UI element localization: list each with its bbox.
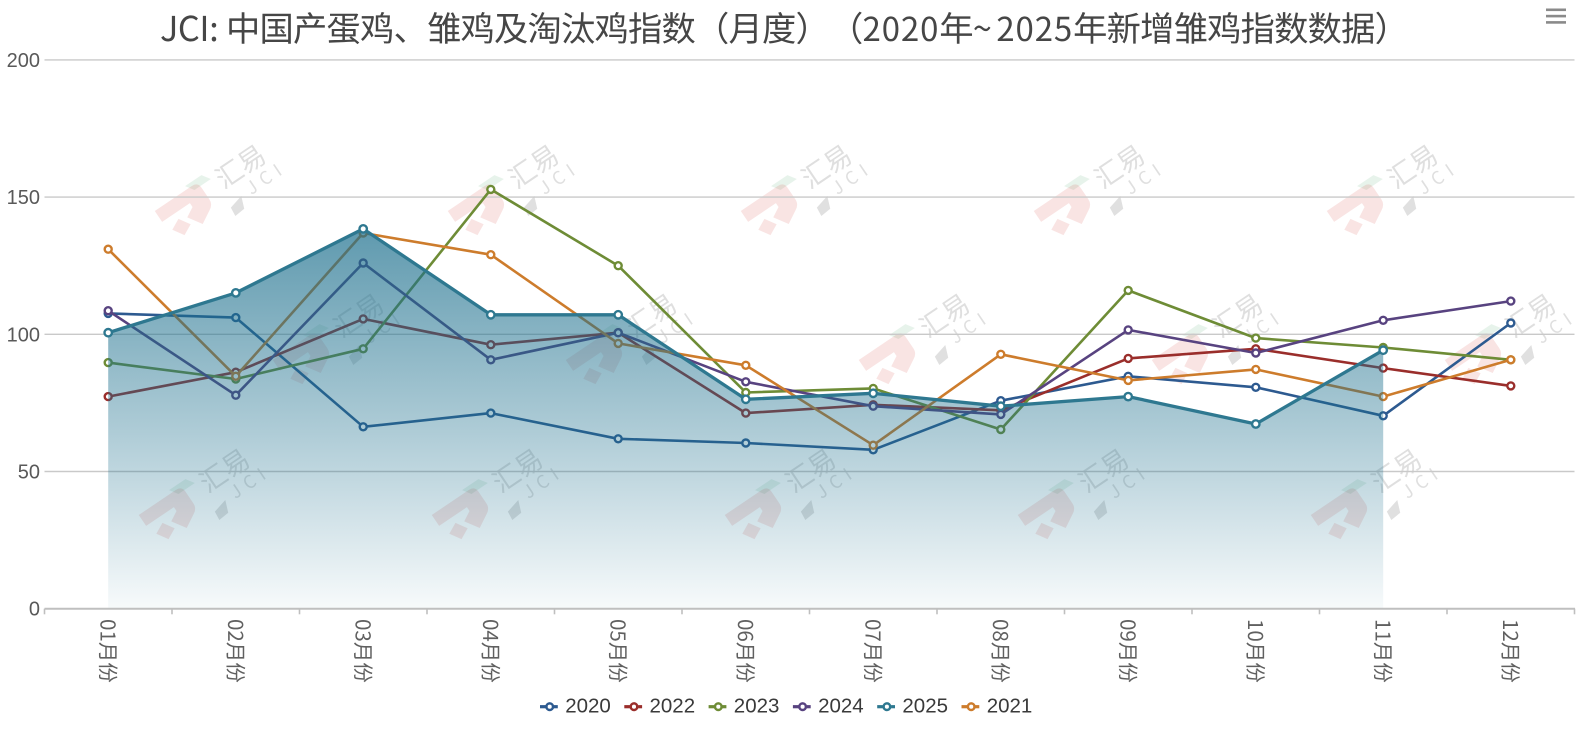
svg-text:200: 200 [7,50,40,72]
svg-text:2023: 2023 [734,695,780,718]
svg-text:2025: 2025 [902,695,948,718]
svg-text:2020: 2020 [565,695,611,718]
svg-text:150: 150 [7,187,40,209]
svg-text:100: 100 [7,324,40,346]
svg-text:2024: 2024 [818,695,864,718]
svg-text:2021: 2021 [987,695,1033,718]
svg-text:2022: 2022 [650,695,696,718]
svg-text:50: 50 [18,462,40,484]
svg-text:0: 0 [29,599,40,621]
